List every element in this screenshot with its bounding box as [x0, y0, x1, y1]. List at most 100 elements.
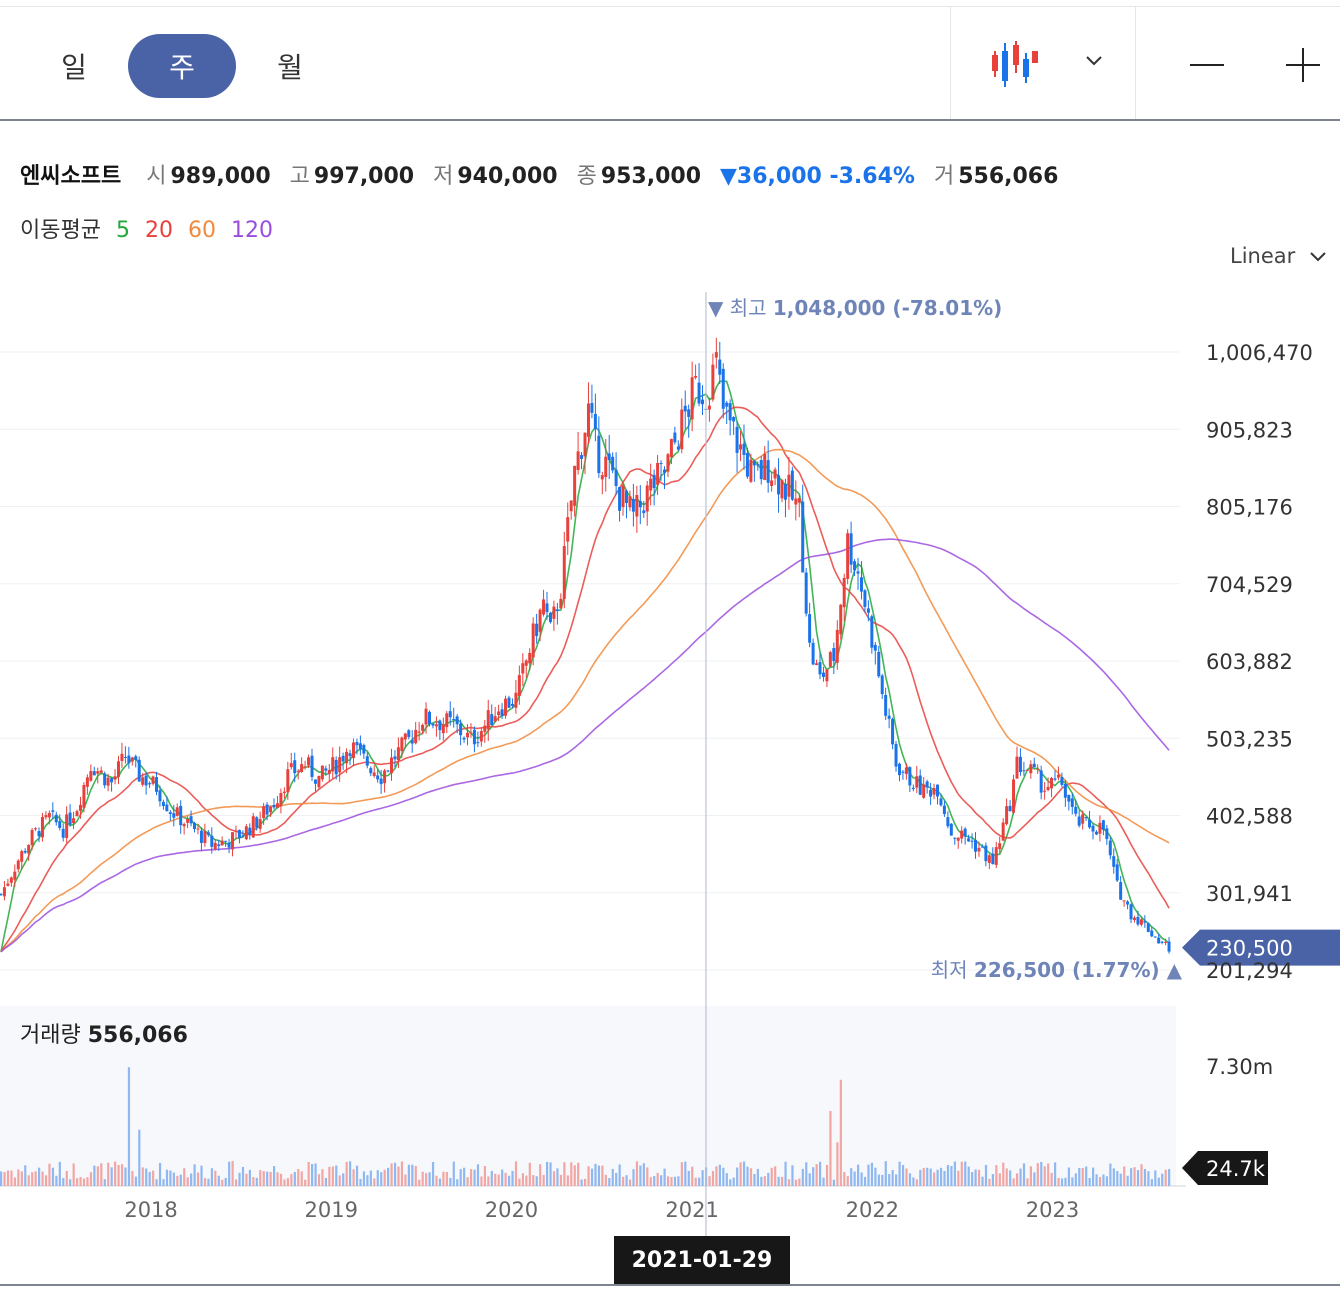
volume-bar	[58, 1161, 61, 1186]
y-tick-label: 201,294	[1206, 959, 1293, 983]
candle	[662, 466, 666, 489]
candle	[20, 849, 24, 870]
volume-bar	[1157, 1177, 1160, 1186]
volume-bar	[459, 1169, 462, 1186]
candle	[604, 439, 608, 492]
volume-bar	[431, 1162, 435, 1186]
candle	[331, 747, 335, 779]
candle	[1074, 799, 1078, 817]
candle	[421, 723, 425, 735]
candle	[718, 341, 722, 384]
candle	[835, 620, 839, 670]
volume-bar	[307, 1161, 310, 1186]
candle	[773, 467, 777, 486]
candle	[362, 743, 366, 759]
volume-bar	[1112, 1168, 1115, 1186]
candle	[172, 804, 176, 827]
volume-bar	[452, 1161, 455, 1186]
candle	[908, 766, 912, 793]
candle	[842, 573, 846, 622]
candle	[1077, 810, 1081, 828]
volume-current-tag	[1182, 1151, 1268, 1185]
candlestick-icon[interactable]	[985, 37, 1045, 87]
volume-bar	[895, 1174, 898, 1186]
candle	[929, 782, 933, 805]
candle	[538, 608, 542, 642]
volume-bar	[331, 1166, 334, 1186]
x-tick-label: 2021	[665, 1198, 718, 1222]
candle	[213, 838, 217, 851]
volume-bar	[615, 1172, 618, 1186]
volume-bar	[1168, 1168, 1171, 1186]
candle	[389, 748, 393, 781]
candle	[1070, 793, 1074, 815]
volume-bar	[435, 1175, 438, 1186]
volume-bar	[27, 1175, 30, 1186]
candle	[469, 723, 473, 738]
volume-bar	[355, 1165, 359, 1186]
candle	[749, 453, 753, 484]
volume-bar	[974, 1169, 977, 1186]
candle	[51, 802, 55, 819]
candle	[611, 452, 615, 474]
candle	[334, 756, 338, 780]
chevron-down-icon[interactable]	[1080, 47, 1108, 75]
candle	[1108, 836, 1112, 860]
candle	[870, 614, 874, 654]
volume-bar	[1095, 1174, 1098, 1186]
volume-bar	[1150, 1179, 1153, 1186]
candle	[510, 698, 514, 709]
minus-icon[interactable]	[1187, 45, 1227, 85]
candle	[794, 480, 798, 521]
volume-bar	[266, 1171, 269, 1186]
x-tick-label: 2023	[1026, 1198, 1079, 1222]
volume-bar	[238, 1172, 241, 1186]
volume-bar	[967, 1166, 970, 1186]
volume-bar	[573, 1165, 576, 1186]
period-month-button[interactable]: 월	[277, 51, 303, 84]
period-week-button[interactable]: 주	[128, 34, 236, 98]
candle	[220, 836, 224, 846]
volume-bar	[749, 1168, 753, 1186]
open-value: 989,000	[170, 164, 271, 189]
candle	[407, 729, 411, 740]
chevron-down-icon	[1310, 252, 1326, 262]
volume-bar	[169, 1170, 172, 1186]
candle	[472, 726, 476, 753]
candle	[148, 781, 152, 788]
candle	[666, 452, 670, 477]
candle	[158, 785, 162, 807]
volume-bar	[1116, 1171, 1119, 1186]
volume-bar	[293, 1171, 296, 1186]
volume-bar	[48, 1163, 51, 1186]
volume-bar	[794, 1179, 798, 1186]
volume-bar	[618, 1164, 621, 1186]
volume-bar	[722, 1167, 725, 1186]
plus-icon[interactable]	[1283, 45, 1323, 85]
volume-bar	[729, 1179, 732, 1186]
volume-bar	[767, 1172, 770, 1186]
candle	[590, 384, 594, 419]
volume-bar	[525, 1175, 528, 1186]
candle	[687, 404, 691, 438]
candle	[82, 782, 86, 813]
moving-average-legend[interactable]: 이동평균 5 20 60 120	[20, 212, 281, 244]
candle	[182, 822, 186, 835]
candle	[801, 484, 805, 573]
period-day-button[interactable]: 일	[61, 51, 87, 84]
scale-selector[interactable]: Linear	[1230, 244, 1328, 268]
volume-bar	[801, 1168, 804, 1186]
candle	[787, 456, 791, 510]
candle	[555, 602, 559, 625]
candle	[400, 736, 404, 759]
candle	[998, 836, 1002, 854]
candle	[462, 736, 466, 743]
volume-bar	[971, 1172, 974, 1186]
volume-bar	[898, 1161, 901, 1186]
candle	[123, 746, 127, 764]
volume-bar	[44, 1175, 48, 1186]
candle	[649, 463, 653, 506]
candle	[189, 810, 193, 827]
volume-bar	[245, 1173, 248, 1186]
